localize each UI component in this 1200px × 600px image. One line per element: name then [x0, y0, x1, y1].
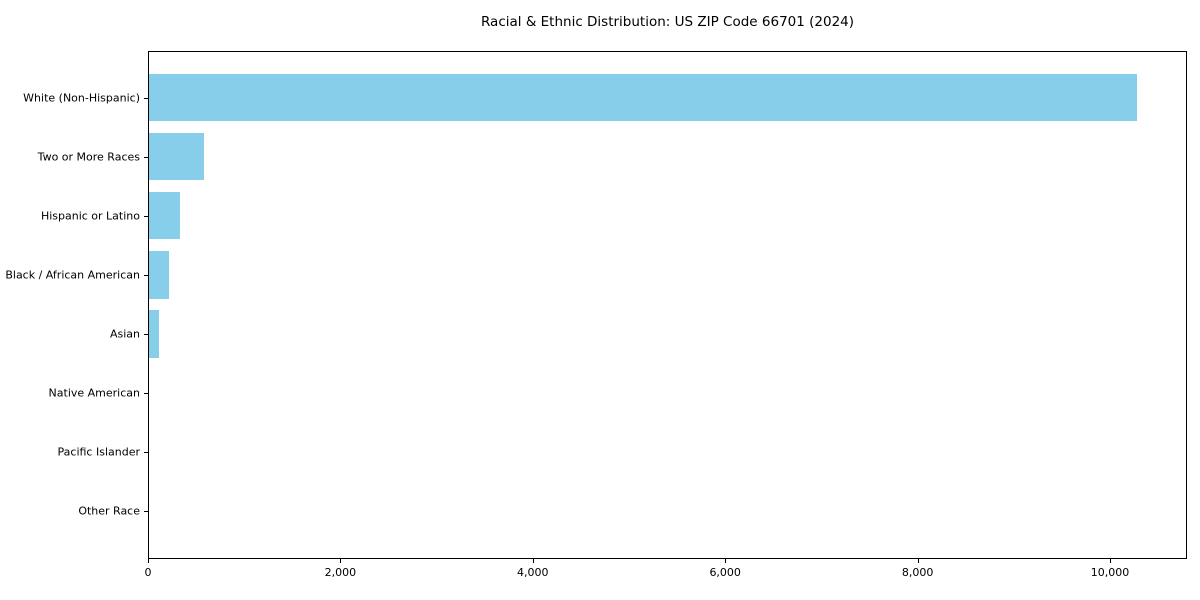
chart-title: Racial & Ethnic Distribution: US ZIP Cod… [480, 14, 855, 30]
x-axis-label: 8,000 [901, 566, 934, 579]
bar [149, 192, 180, 240]
x-axis-label: 6,000 [709, 566, 741, 579]
y-tick [144, 334, 148, 336]
bar [149, 310, 159, 358]
y-tick [144, 156, 148, 158]
y-tick [144, 511, 148, 513]
y-tick [144, 393, 148, 395]
x-tick [917, 559, 919, 563]
x-tick [725, 559, 727, 563]
bar [149, 251, 170, 299]
y-axis-label: Asian [109, 327, 140, 341]
x-tick [148, 559, 149, 563]
x-axis-label: 2,000 [324, 566, 357, 579]
y-axis-label: Hispanic or Latino [40, 209, 140, 223]
y-axis-label: Two or More Races [37, 150, 140, 164]
x-axis-label: 4,000 [517, 566, 549, 579]
plot-area [148, 51, 1187, 559]
x-tick [340, 559, 342, 563]
y-tick [144, 97, 148, 99]
y-axis-label: Black / African American [5, 268, 140, 282]
y-tick [144, 274, 148, 276]
y-axis-label: Native American [48, 386, 140, 400]
bar [149, 133, 204, 181]
x-tick [532, 559, 534, 563]
x-axis-label: 10,000 [1090, 566, 1130, 579]
y-axis-label: Other Race [78, 504, 140, 518]
y-tick [144, 215, 148, 217]
bar [149, 74, 1137, 122]
y-axis-label: Pacific Islander [57, 445, 140, 459]
y-axis-label: White (Non-Hispanic) [23, 91, 140, 105]
x-tick [1110, 559, 1111, 563]
y-tick [144, 452, 148, 454]
x-axis-label: 0 [144, 566, 152, 579]
